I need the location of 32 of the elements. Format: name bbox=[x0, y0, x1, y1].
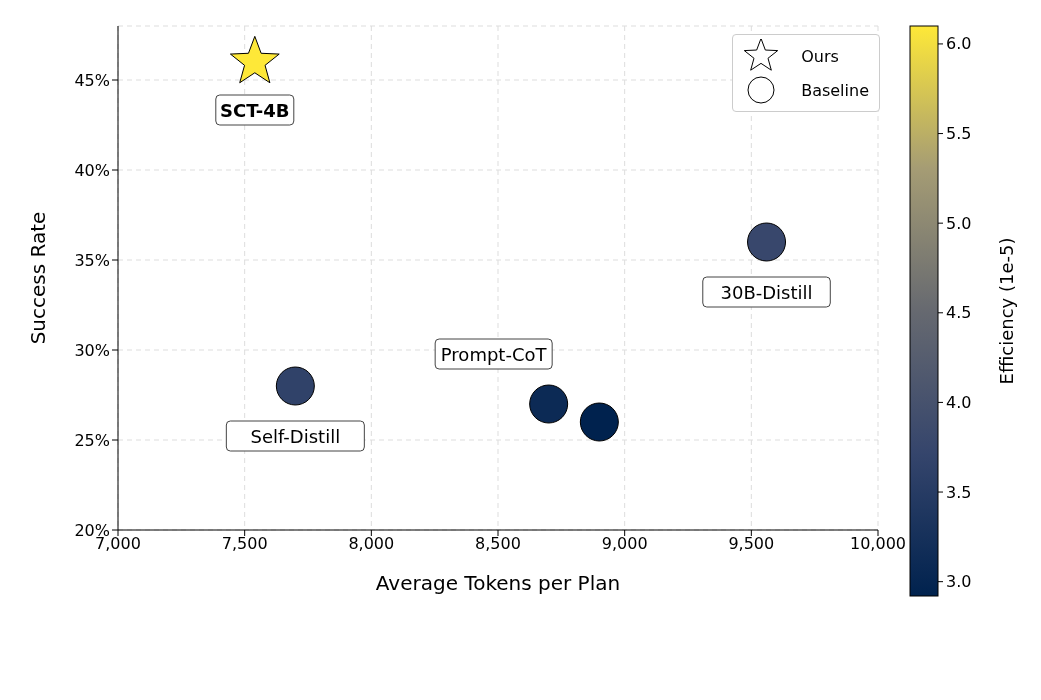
y-tick-label: 25% bbox=[74, 430, 110, 450]
color-bar-label: 5.5 bbox=[946, 124, 972, 144]
annotation: Prompt-CoT bbox=[440, 343, 548, 365]
y-tick-label: 30% bbox=[74, 340, 110, 360]
point bbox=[529, 384, 569, 424]
point bbox=[579, 402, 619, 442]
annotation: Self-Distill bbox=[250, 425, 341, 447]
x-tick-label: 7,500 bbox=[221, 534, 268, 554]
point bbox=[275, 366, 315, 406]
x-axis-title: Average Tokens per Plan bbox=[375, 571, 621, 595]
x-tick-label: 8,500 bbox=[475, 534, 521, 554]
color-bar-label: 5.0 bbox=[946, 213, 972, 233]
color-bar-label: 3.5 bbox=[946, 482, 972, 502]
point bbox=[747, 222, 787, 262]
x-tick-label: 10,000 bbox=[850, 534, 906, 554]
y-axis-title: Success Rate bbox=[26, 211, 51, 345]
legend-label: Baseline bbox=[801, 80, 869, 100]
annotation: 30B-Distill bbox=[720, 281, 813, 303]
y-tick-label: 35% bbox=[74, 250, 110, 270]
color-bar-label: 4.0 bbox=[946, 392, 972, 412]
x-tick-label: 8,000 bbox=[348, 534, 395, 554]
x-tick-label: 9,500 bbox=[728, 534, 775, 554]
y-tick-label: 45% bbox=[74, 70, 110, 90]
color-bar-title: Efficiency (1e-5) bbox=[996, 237, 1017, 385]
legend-label: Ours bbox=[801, 46, 839, 66]
color-bar-label: 4.5 bbox=[946, 303, 972, 323]
point bbox=[229, 35, 280, 84]
color-bar-label: 6.0 bbox=[946, 34, 972, 54]
annotation: SCT-4B bbox=[220, 99, 290, 121]
y-tick-label: 40% bbox=[74, 160, 110, 180]
color-bar-label: 3.0 bbox=[946, 572, 972, 592]
x-tick-label: 9,000 bbox=[601, 534, 648, 554]
